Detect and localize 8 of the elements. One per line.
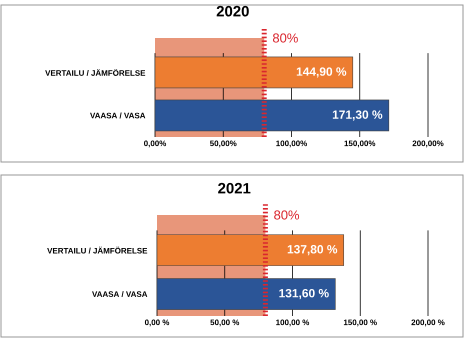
- ref-line-label: 80%: [272, 33, 298, 43]
- data-label: 137,80 %: [288, 245, 338, 256]
- data-label: 171,30 %: [332, 110, 382, 121]
- data-label: 131,60 %: [279, 288, 329, 300]
- chart-title: 2020: [216, 6, 249, 16]
- ref-line-label: 80%: [274, 210, 300, 220]
- data-label: 144,90 %: [296, 67, 346, 78]
- chart-title: 2021: [218, 182, 250, 194]
